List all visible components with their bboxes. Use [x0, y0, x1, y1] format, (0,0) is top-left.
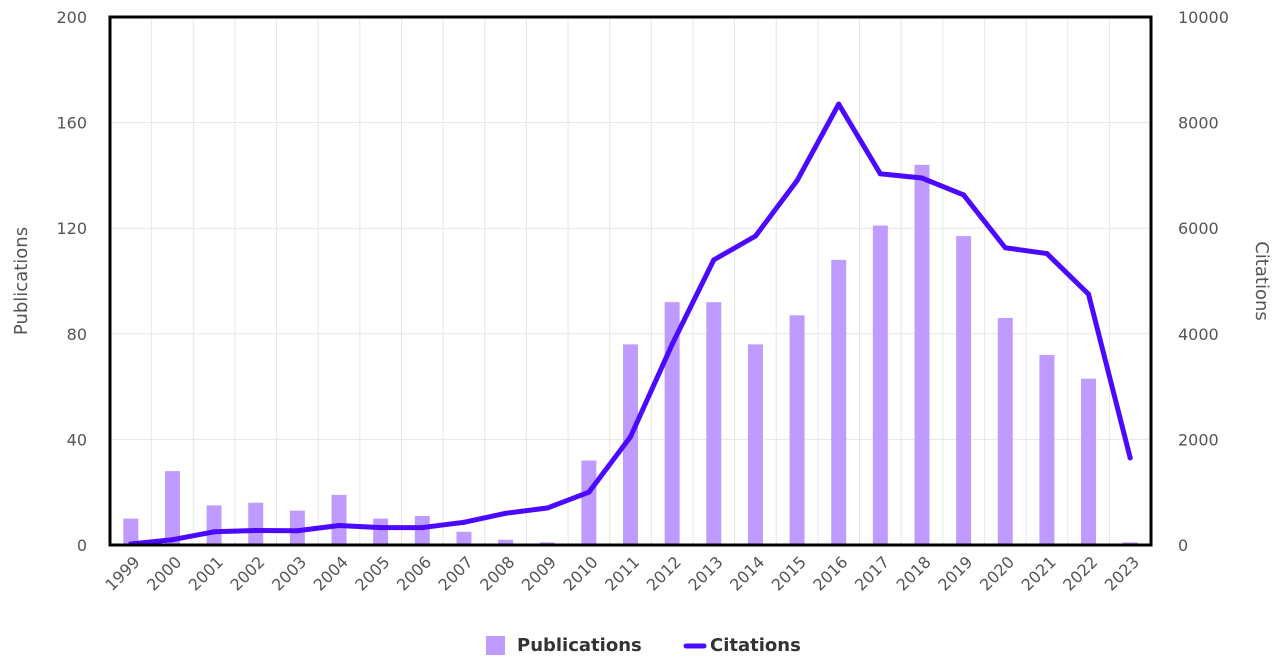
legend-publications-swatch	[486, 636, 505, 655]
y-tick-label: 40	[67, 430, 87, 449]
publications-bar	[789, 315, 805, 545]
y2-tick-label: 8000	[1178, 114, 1219, 133]
citations-point	[794, 178, 800, 184]
x-tick-label: 2016	[809, 552, 851, 594]
publications-bar	[456, 531, 472, 545]
y-tick-label: 0	[77, 536, 87, 555]
publications-bar	[706, 302, 722, 545]
citations-point	[461, 519, 467, 525]
citations-line-layer	[128, 101, 1133, 547]
x-tick-label: 2022	[1059, 552, 1101, 594]
x-tick-label: 2005	[351, 552, 393, 594]
x-tick-label: 2013	[684, 552, 726, 594]
y2-tick-label: 6000	[1178, 219, 1219, 238]
y-tick-label: 160	[56, 114, 87, 133]
y2-tick-label: 0	[1178, 536, 1188, 555]
citations-point	[586, 489, 592, 495]
publications-bar	[289, 510, 305, 545]
y2-tick-label: 4000	[1178, 325, 1219, 344]
citations-point	[836, 101, 842, 107]
citations-point	[669, 341, 675, 347]
x-tick-label: 2023	[1101, 552, 1143, 594]
x-tick-label: 2004	[310, 552, 352, 594]
publications-bar	[1081, 378, 1097, 545]
citations-point	[294, 528, 300, 534]
citations-point	[419, 525, 425, 531]
x-tick-label: 2000	[143, 552, 185, 594]
publications-bar	[331, 494, 347, 545]
axis-titles: Publications Citations	[11, 227, 1272, 335]
citations-point	[169, 537, 175, 543]
citations-point	[877, 171, 883, 177]
x-tick-label: 2020	[976, 552, 1018, 594]
publications-bar	[872, 225, 888, 545]
x-tick-label: 2017	[851, 552, 893, 594]
citations-point	[628, 434, 633, 440]
citations-point	[919, 175, 925, 181]
publications-bar	[914, 164, 930, 545]
publications-bar	[997, 317, 1013, 545]
publications-bar	[1039, 354, 1055, 545]
x-tick-label: 2014	[726, 552, 768, 594]
citations-point	[1127, 455, 1133, 461]
legend[interactable]: Publications Citations	[486, 635, 801, 656]
x-tick-label: 2021	[1018, 552, 1060, 594]
x-tick-label: 2015	[768, 552, 810, 594]
publications-bar	[664, 302, 680, 545]
publications-bar	[581, 460, 597, 545]
publications-bar	[498, 539, 514, 545]
citations-point	[378, 525, 384, 531]
x-tick-label: 2009	[518, 552, 560, 594]
x-tick-label: 2002	[226, 552, 268, 594]
citations-point	[336, 522, 342, 528]
publications-bar	[164, 471, 180, 545]
x-tick-label: 2011	[601, 552, 643, 594]
publications-bar	[373, 518, 389, 545]
publications-bar	[831, 259, 847, 545]
y2-tick-label: 2000	[1178, 430, 1219, 449]
citations-point	[1086, 291, 1092, 297]
citations-point	[752, 233, 758, 239]
x-tick-label: 1999	[101, 552, 143, 594]
y-tick-label: 80	[67, 325, 87, 344]
citations-point	[211, 529, 217, 535]
publications-bars	[123, 164, 1138, 545]
y-tick-label: 200	[56, 8, 87, 27]
plot-frame	[108, 15, 1153, 547]
x-tick-label: 2008	[476, 552, 518, 594]
citations-point	[253, 527, 259, 533]
x-tick-label: 2003	[268, 552, 310, 594]
x-tick-label: 2019	[934, 552, 976, 594]
y2-axis-title: Citations	[1251, 241, 1272, 321]
x-tick-label: 2010	[559, 552, 601, 594]
y2-tick-label: 10000	[1178, 8, 1229, 27]
y-tick-label: 120	[56, 219, 87, 238]
legend-publications-label: Publications	[517, 635, 642, 656]
plot-border	[108, 15, 1153, 547]
x-tick-label: 2012	[643, 552, 685, 594]
publications-bar	[747, 344, 763, 545]
publications-bar	[248, 502, 264, 545]
publications-bar	[206, 505, 222, 545]
publications-bar	[956, 236, 972, 545]
citations-point	[711, 257, 717, 263]
legend-citations-label: Citations	[710, 635, 801, 656]
citations-point	[1044, 251, 1050, 257]
x-tick-label: 2018	[893, 552, 935, 594]
citations-point	[544, 505, 550, 511]
publications-bar	[623, 344, 638, 545]
gridlines	[109, 16, 1152, 546]
publications-bar	[414, 515, 430, 545]
citations-point	[503, 510, 509, 516]
y-axis-title: Publications	[11, 227, 32, 335]
publications-bar	[123, 518, 139, 545]
x-tick-label: 2007	[435, 552, 477, 594]
citations-point	[1002, 245, 1008, 251]
x-tick-label: 2006	[393, 552, 435, 594]
citations-point	[961, 192, 967, 198]
x-tick-label: 2001	[185, 552, 227, 594]
